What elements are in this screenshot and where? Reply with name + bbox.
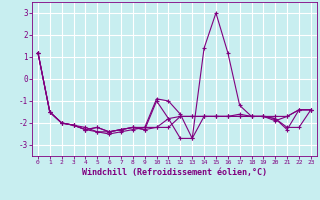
X-axis label: Windchill (Refroidissement éolien,°C): Windchill (Refroidissement éolien,°C)	[82, 168, 267, 177]
